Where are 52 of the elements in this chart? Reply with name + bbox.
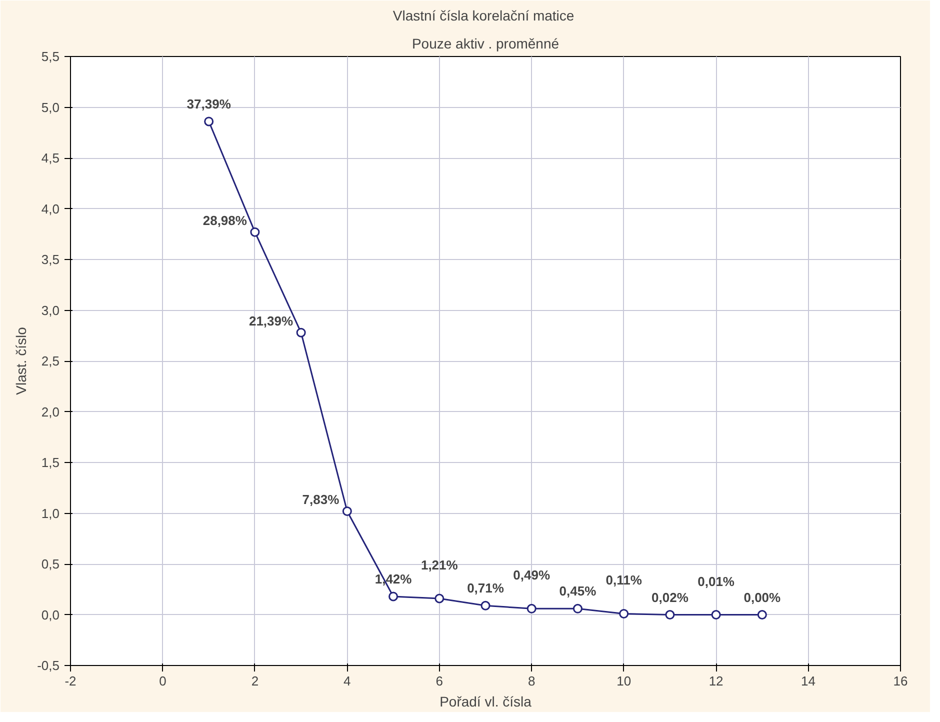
point xyxy=(342,506,352,516)
point xyxy=(757,610,767,620)
y-axis-title: Vlast. číslo xyxy=(13,326,30,395)
point xyxy=(572,604,582,614)
point xyxy=(665,610,675,620)
point xyxy=(388,592,398,602)
x-tick-label: 6 xyxy=(436,674,444,688)
y-tick-label: 0,0 xyxy=(41,607,60,622)
point xyxy=(480,600,490,610)
point xyxy=(204,116,214,126)
y-tick-label: 1,0 xyxy=(41,506,60,521)
x-tick-label: 10 xyxy=(616,674,632,688)
x-tick-label: 2 xyxy=(251,674,259,688)
x-tick-label: 14 xyxy=(801,674,816,688)
y-tick-label: 3,5 xyxy=(41,252,60,267)
annotation: 0,45% xyxy=(559,584,597,599)
y-tick-label: 4,0 xyxy=(41,201,60,216)
point xyxy=(434,594,444,604)
x-tick-label: 0 xyxy=(159,674,166,688)
annotation: 1,21% xyxy=(420,558,458,573)
y-tick-label: 5,0 xyxy=(41,100,60,115)
x-tick-label: 16 xyxy=(893,674,908,688)
point xyxy=(526,604,536,614)
annotation: 0,11% xyxy=(606,572,642,588)
y-tick-label: 4,5 xyxy=(41,150,60,166)
x-tick-label: 12 xyxy=(708,674,724,688)
chart-subtitle: Pouze aktiv . proměnné xyxy=(412,36,560,52)
y-tick-label: 1,5 xyxy=(41,455,60,470)
y-tick-label: 3,0 xyxy=(41,302,60,318)
annotation: 0,00% xyxy=(744,590,782,605)
y-tick-label: 2,0 xyxy=(41,404,60,420)
point xyxy=(711,610,721,620)
annotation: 7,83% xyxy=(302,492,340,508)
annotation: 0,71% xyxy=(467,580,504,596)
annotation: 0,02% xyxy=(652,590,689,605)
point xyxy=(250,227,260,237)
annotation: 0,01% xyxy=(698,574,735,589)
annotation: 0,49% xyxy=(513,568,550,583)
y-tick-label: 0,5 xyxy=(41,556,60,572)
x-tick-label: 8 xyxy=(528,674,536,688)
annotation: 28,98% xyxy=(202,213,248,228)
y-tick-label: 2,5 xyxy=(41,354,60,368)
x-tick-label: -2 xyxy=(64,674,76,688)
annotation: 21,39% xyxy=(248,314,294,329)
x-tick-label: 4 xyxy=(344,674,351,688)
annotation: 37,39% xyxy=(186,96,232,112)
point xyxy=(619,608,629,618)
chart-title: Vlastní čísla korelační matice xyxy=(392,8,574,24)
point xyxy=(296,328,306,338)
y-tick-label: 5,5 xyxy=(41,49,60,64)
x-axis-title: Pořadí vl. čísla xyxy=(440,694,532,710)
y-tick-label: -0,5 xyxy=(37,658,60,673)
